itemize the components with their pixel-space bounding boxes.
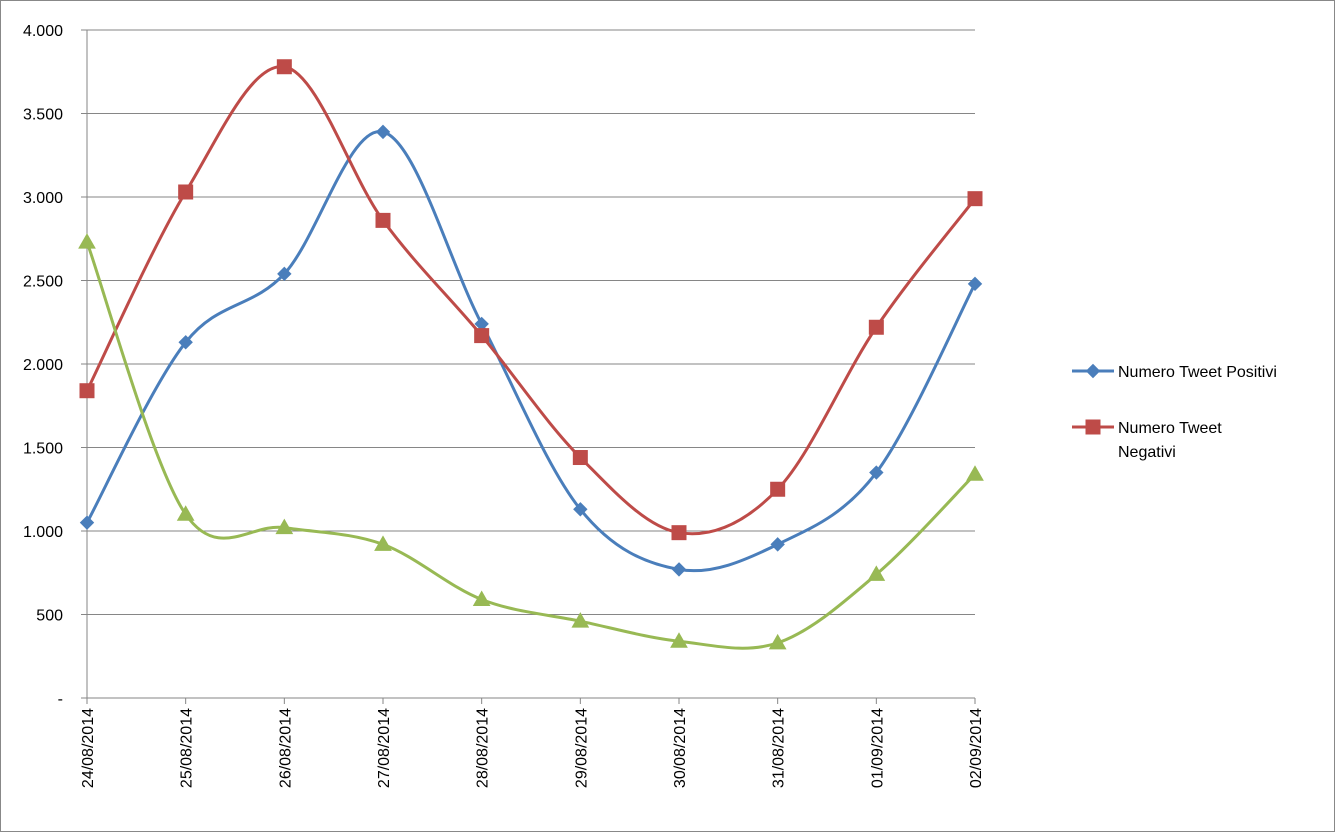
- data-point-triangle: [768, 633, 787, 650]
- data-point-square: [375, 212, 391, 228]
- x-tick-label: 28/08/2014: [475, 708, 492, 788]
- legend: Numero Tweet Positivi Numero Tweet Negativ…: [1072, 363, 1277, 461]
- data-point-triangle: [966, 465, 984, 481]
- x-tick-label: 25/08/2014: [179, 708, 196, 788]
- data-point-square: [276, 59, 292, 75]
- data-point-square: [474, 328, 490, 344]
- x-tick-label: 31/08/2014: [771, 708, 788, 788]
- data-point-square: [770, 481, 786, 497]
- series-line: [85, 65, 977, 536]
- data-point-square: [868, 319, 884, 335]
- data-point-triangle: [275, 518, 294, 535]
- y-tick-label: 1.500: [23, 441, 63, 458]
- series-1: [79, 124, 983, 577]
- data-point-triangle: [176, 505, 195, 521]
- legend-label: Numero Tweet Positivi: [1118, 364, 1277, 381]
- data-point-square: [178, 184, 194, 200]
- data-point-square: [572, 450, 588, 466]
- data-point-triangle: [670, 632, 688, 648]
- data-point-square: [79, 383, 95, 399]
- data-point-diamond: [671, 562, 687, 577]
- series-2: [79, 59, 983, 541]
- data-point-triangle: [374, 535, 392, 551]
- y-tick-label: 4.000: [23, 23, 63, 40]
- data-point-diamond: [178, 335, 193, 350]
- series-3: [78, 233, 984, 650]
- y-tick-label: 3.000: [23, 190, 63, 207]
- legend-label: Negativi: [1118, 444, 1176, 461]
- data-point-diamond: [375, 124, 391, 140]
- x-tick-label: 27/08/2014: [376, 708, 393, 788]
- axes: [81, 29, 976, 704]
- x-tick-label: 29/08/2014: [573, 708, 590, 788]
- series-line: [85, 240, 977, 650]
- series-line: [85, 130, 977, 573]
- data-point-diamond: [277, 266, 292, 282]
- data-point-diamond: [79, 515, 95, 530]
- x-tick-label: 26/08/2014: [277, 708, 294, 788]
- data-point-triangle: [472, 590, 491, 606]
- x-tick-label: 02/09/2014: [968, 708, 985, 788]
- x-tick-label: 01/09/2014: [869, 708, 886, 788]
- data-point-diamond: [573, 502, 588, 517]
- data-point-triangle: [571, 612, 590, 628]
- data-point-diamond: [770, 537, 785, 552]
- legend-marker: [1085, 419, 1101, 435]
- x-axis-tick-labels: 24/08/2014 25/08/2014 26/08/2014 27/08/2014…: [80, 708, 985, 788]
- legend-marker: [1085, 363, 1101, 379]
- legend-item: Numero Tweet Negativi: [1072, 419, 1222, 461]
- data-point-square: [967, 191, 983, 207]
- y-tick-label: 3.500: [23, 107, 63, 124]
- legend-item: Numero Tweet Positivi: [1072, 363, 1277, 381]
- data-point-diamond: [869, 465, 884, 480]
- gridlines: [87, 29, 975, 615]
- y-tick-label: 500: [36, 608, 63, 625]
- y-tick-label: -: [58, 691, 63, 708]
- data-point-triangle: [78, 233, 96, 249]
- y-tick-label: 1.000: [23, 524, 63, 541]
- legend-label: Numero Tweet: [1118, 420, 1222, 437]
- y-tick-label: 2.000: [23, 357, 63, 374]
- y-axis-tick-labels: - 500 1.000 1.500 2.000 2.500 3.000 3.500 4.000: [23, 23, 63, 708]
- data-point-diamond: [967, 276, 983, 292]
- x-tick-label: 24/08/2014: [80, 708, 97, 788]
- data-point-triangle: [867, 565, 886, 581]
- series-group: [78, 59, 984, 650]
- data-point-square: [671, 525, 687, 541]
- y-tick-label: 2.500: [23, 274, 63, 291]
- x-tick-label: 30/08/2014: [672, 708, 689, 788]
